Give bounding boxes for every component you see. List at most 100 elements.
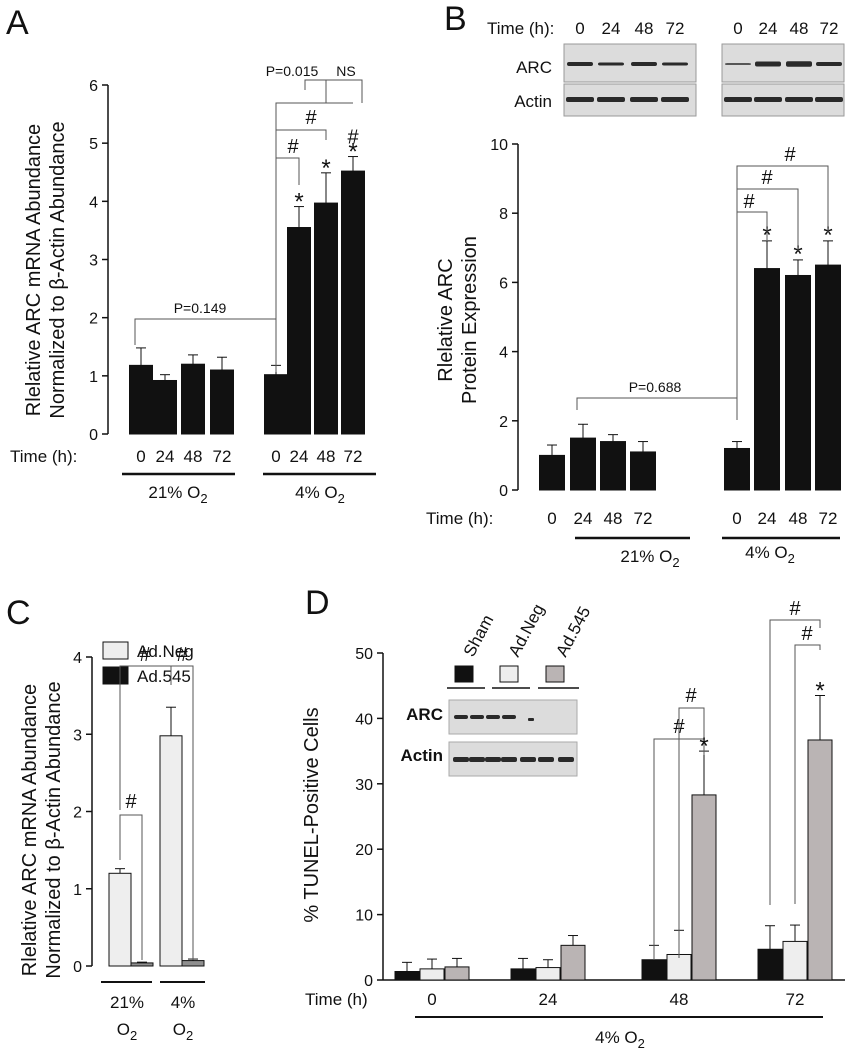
b-bar — [600, 441, 626, 491]
c-y-tick-label: 0 — [73, 959, 82, 976]
a-p-value-2: P=0.015 — [266, 63, 319, 79]
d-y-label-line1: % TUNEL-Positive Cells — [301, 707, 323, 922]
c-hash-neg: # — [139, 644, 151, 666]
a-x-tick-label: 24 — [290, 447, 309, 466]
c-group-pct: 4% — [171, 993, 196, 1012]
d-y-tick-label: 0 — [364, 973, 373, 990]
a-bar — [287, 227, 311, 435]
a-hash-0-48: # — [305, 107, 317, 129]
a-y-tick-label: 3 — [89, 253, 98, 270]
b-blot-actin-band — [597, 97, 625, 102]
d-x-tick-label: 0 — [427, 990, 436, 1009]
d-star-72: * — [815, 678, 824, 705]
b-blot-actin-band — [815, 97, 843, 102]
c-legend-label-adneg: Ad.Neg — [137, 642, 194, 661]
d-blot-arc-band — [528, 718, 534, 721]
c-legend-swatch-adneg — [102, 641, 129, 660]
c-y-tick-label: 2 — [73, 805, 82, 822]
b-blot-actin-band — [785, 97, 813, 102]
c-group-o2-text: O — [117, 1020, 130, 1039]
c-bracket-21 — [119, 814, 143, 960]
b-bar — [570, 437, 596, 491]
b-y-label-line2: Protein Expression — [459, 236, 481, 404]
d-blot-actin-band — [469, 757, 485, 762]
a-bracket-48-72 — [325, 79, 363, 103]
d-blot-lane-swatch — [499, 665, 519, 683]
b-blot-actin-band — [630, 97, 658, 102]
b-blot-lane-label: 0 — [575, 19, 584, 38]
a-bar — [314, 202, 338, 435]
d-bar — [757, 948, 783, 981]
b-bracket-p688 — [576, 397, 738, 420]
d-blot-actin-band — [520, 757, 536, 762]
a-y-label: Rlelative ARC mRNA Abundance Normalized t… — [23, 121, 69, 418]
d-blot-lane-swatch — [454, 665, 474, 683]
a-bracket-0-72 — [275, 102, 353, 130]
d-bar — [560, 944, 586, 981]
a-ns-label: NS — [336, 63, 355, 79]
a-bar — [181, 363, 205, 435]
b-x-tick-label: 24 — [758, 509, 777, 528]
a-bracket-0-48 — [275, 129, 327, 158]
d-bracket-72-a — [769, 619, 821, 905]
a-group-label-1-subscript: 2 — [200, 491, 207, 506]
b-bracket-0-72 — [736, 165, 829, 232]
c-group-o2: O2 — [117, 1020, 137, 1043]
a-hash-marker: # — [347, 127, 359, 149]
chart-panel-c: 0 1 2 3 4 Rlelative ARC mRNA Abundance Normali… — [19, 641, 205, 1043]
b-group-label-2: 4% O2 — [745, 543, 795, 566]
b-hash-0-24: # — [743, 191, 755, 213]
a-p-value-1: P=0.149 — [174, 300, 227, 316]
a-bar — [210, 369, 234, 435]
c-bar — [108, 872, 132, 967]
a-bracket-0-24 — [275, 157, 300, 372]
b-x-tick-label: 24 — [574, 509, 593, 528]
b-x-tick-label: 72 — [819, 509, 838, 528]
b-y-label: Rlelative ARC Protein Expression — [435, 236, 481, 404]
b-blot-lane-label: 72 — [666, 19, 685, 38]
c-hash-21: # — [125, 791, 137, 813]
d-hash-72-b: # — [801, 623, 813, 645]
b-group-label-1-text: 21% O — [620, 547, 672, 566]
b-group-label-1-subscript: 2 — [672, 555, 679, 570]
b-bar — [724, 447, 750, 491]
a-y-tick-label: 4 — [89, 194, 98, 211]
a-bracket-p149 — [134, 318, 277, 372]
c-y-label-line2: Normalized to β-Actin Abundance — [43, 681, 65, 978]
d-group-label: 4% O2 — [595, 1028, 645, 1050]
c-y-tick-label: 1 — [73, 882, 82, 899]
a-group-label-2-subscript: 2 — [338, 491, 345, 506]
b-blot-arc-band — [786, 61, 812, 67]
d-y-tick-label: 20 — [355, 842, 373, 859]
a-bar — [129, 364, 153, 435]
d-blot-row-actin: Actin — [401, 746, 444, 765]
a-y-tick-label: 0 — [89, 427, 98, 444]
d-blot-arc-band — [502, 715, 516, 719]
b-blot-time-label: Time (h): — [487, 19, 554, 38]
a-group-label-1-text: 21% O — [148, 483, 200, 502]
b-y-label-line1: Rlelative ARC — [435, 258, 457, 381]
a-y-tick-label: 1 — [89, 369, 98, 386]
a-x-tick-label: 72 — [344, 447, 363, 466]
b-y-tick-label: 2 — [499, 414, 508, 431]
a-x-title: Time (h): — [10, 447, 77, 466]
b-blot-arc-band — [598, 62, 624, 66]
b-blot-arc-band — [662, 62, 688, 66]
chart-panel-b: Time (h): 0 24 48 72 0 24 48 72ARCActin0246810Rl… — [426, 19, 845, 570]
d-bar — [807, 739, 833, 981]
b-blot-arc-band — [755, 61, 781, 67]
b-bar — [630, 451, 656, 491]
b-bar — [754, 268, 780, 491]
b-blot-arc-band — [725, 63, 751, 65]
c-bracket-4 — [170, 665, 194, 960]
b-bar — [785, 274, 811, 491]
a-group-label-2-text: 4% O — [295, 483, 338, 502]
a-x-tick-label: 72 — [213, 447, 232, 466]
d-blot-lane-label: Sham — [460, 612, 498, 660]
c-bar — [181, 960, 205, 967]
b-x-tick-label: 48 — [789, 509, 808, 528]
c-legend-swatch-ad545 — [102, 666, 129, 685]
d-bar — [444, 966, 470, 981]
b-y-tick-label: 10 — [490, 137, 508, 154]
